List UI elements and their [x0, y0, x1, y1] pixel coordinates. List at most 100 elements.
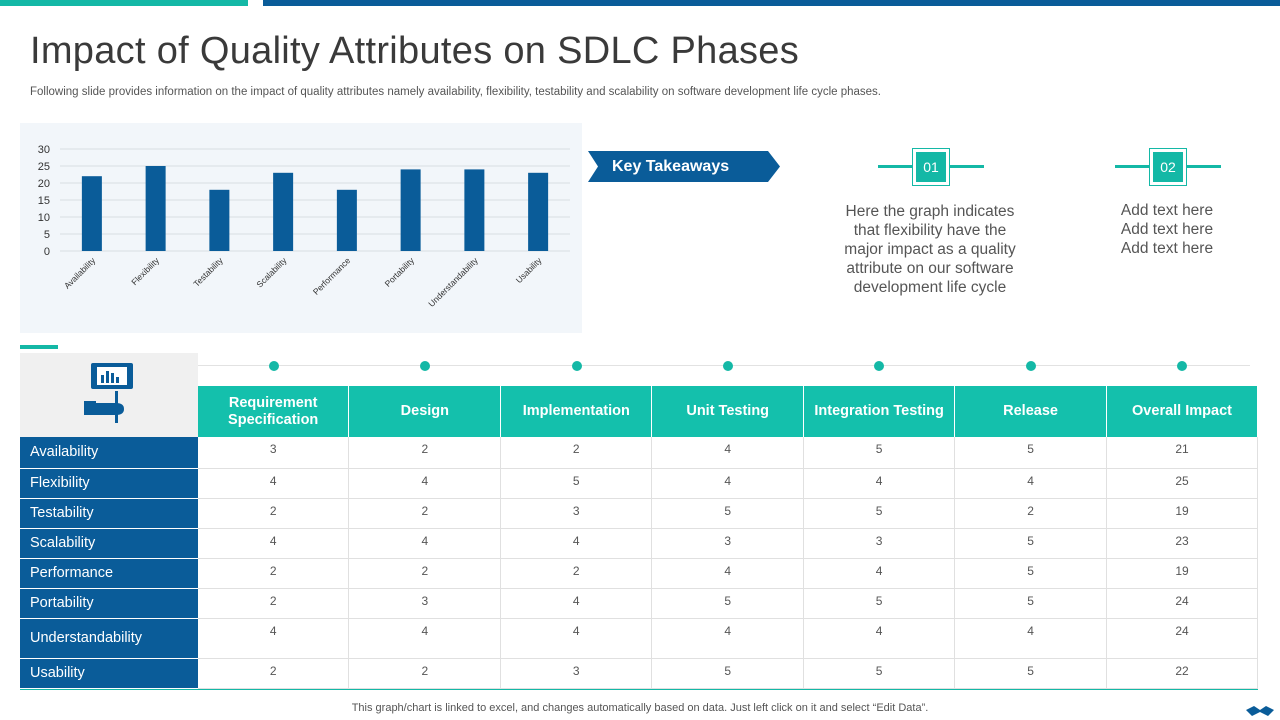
table-cell: 4	[197, 528, 350, 559]
footer-note: This graph/chart is linked to excel, and…	[351, 702, 929, 714]
table-cell: 5	[803, 658, 956, 689]
table-cell: 3	[348, 588, 502, 619]
row-label: Performance	[20, 558, 198, 589]
takeaway-step-2: 02	[1115, 148, 1221, 186]
x-tick-label: Scalability	[254, 255, 289, 290]
row-label: Usability	[20, 658, 198, 689]
page-subtitle: Following slide provides information on …	[30, 86, 881, 98]
bar	[81, 176, 102, 251]
bar	[209, 189, 230, 251]
header-overall-impact: Overall Impact	[1106, 386, 1258, 437]
table-cell: 25	[1106, 468, 1258, 499]
takeaway-text-1: Here the graph indicates that flexibilit…	[844, 203, 1016, 296]
table-cell: 24	[1106, 618, 1258, 659]
table-cell: 5	[954, 528, 1108, 559]
bar	[464, 169, 485, 251]
table-row: Portability 2 3 4 5 5 5 24	[20, 588, 1258, 619]
y-tick-label: 25	[38, 161, 50, 173]
table-cell: 3	[500, 658, 653, 689]
table-cell: 2	[197, 588, 350, 619]
row-label: Availability	[20, 437, 198, 469]
table-cell: 4	[348, 618, 502, 659]
table-cell: 19	[1106, 498, 1258, 529]
table-cell: 4	[954, 618, 1108, 659]
table-row: Scalability 4 4 4 3 3 5 23	[20, 528, 1258, 559]
hand-chart-icon	[84, 363, 133, 423]
row-label: Portability	[20, 588, 198, 619]
header-requirement-specification: Requirement Specification	[197, 386, 350, 437]
y-tick-label: 15	[38, 195, 50, 207]
table-cell: 5	[651, 658, 805, 689]
bar-chart-svg: 0 5 10 15 20 25 30 Availability Flexibility Testa…	[38, 144, 570, 309]
table-cell: 21	[1106, 437, 1258, 469]
x-tick-label: Testability	[191, 255, 225, 289]
table-corner	[20, 386, 198, 437]
table-cell: 5	[954, 658, 1108, 689]
page-title: Impact of Quality Attributes on SDLC Pha…	[30, 30, 800, 72]
table-cell: 4	[954, 468, 1108, 499]
key-takeaways-label: Key Takeaways	[612, 158, 730, 175]
takeaway-step-1: 01	[878, 148, 984, 186]
table-cell: 4	[348, 528, 502, 559]
table-cell: 2	[348, 558, 502, 589]
table-cell: 22	[1106, 658, 1258, 689]
y-tick-label: 20	[38, 178, 50, 190]
table-cell: 2	[954, 498, 1108, 529]
table-cell: 4	[651, 437, 805, 469]
table-cell: 4	[803, 468, 956, 499]
table-cell: 5	[651, 588, 805, 619]
table-cell: 3	[500, 498, 653, 529]
x-tick-label: Usability	[514, 255, 544, 285]
table-cell: 5	[954, 558, 1108, 589]
table-cell: 2	[348, 437, 502, 469]
table-corner-cell	[20, 353, 198, 437]
table-row: Testability 2 2 3 5 5 2 19	[20, 498, 1258, 529]
table-cell: 19	[1106, 558, 1258, 589]
top-accent-blue	[263, 0, 1280, 6]
table-cell: 2	[197, 658, 350, 689]
takeaway-text-2: Add text here Add text here Add text her…	[1120, 202, 1214, 257]
table-cell: 4	[197, 468, 350, 499]
header-integration-testing: Integration Testing	[803, 386, 956, 437]
bar	[145, 166, 166, 251]
x-tick-label: Performance	[311, 255, 353, 297]
top-accent-teal	[0, 0, 248, 6]
timeline-dot	[572, 361, 582, 371]
step-number-1: 01	[912, 148, 950, 186]
bar	[336, 189, 357, 251]
y-tick-label: 30	[38, 144, 50, 156]
row-label: Understandability	[20, 618, 198, 659]
table-cell: 5	[500, 468, 653, 499]
table-cell: 3	[197, 437, 350, 469]
bar	[400, 169, 421, 251]
timeline-dot	[1026, 361, 1036, 371]
table-cell: 2	[500, 558, 653, 589]
x-tick-label: Portability	[383, 255, 417, 289]
timeline-dot	[269, 361, 279, 371]
row-label: Flexibility	[20, 468, 198, 499]
bar	[273, 172, 294, 251]
bar-chart[interactable]: 0 5 10 15 20 25 30 Availability Flexibility Testa…	[20, 123, 582, 333]
table-row: Understandability 4 4 4 4 4 4 24	[20, 618, 1258, 659]
table-row: Usability 2 2 3 5 5 5 22	[20, 658, 1258, 689]
table-cell: 5	[954, 437, 1108, 469]
table-cell: 2	[197, 498, 350, 529]
table-cell: 2	[348, 498, 502, 529]
x-tick-label: Availability	[62, 255, 98, 291]
table-cell: 5	[954, 588, 1108, 619]
timeline-dot	[1177, 361, 1187, 371]
impact-table: Requirement Specification Design Impleme…	[20, 386, 1258, 689]
table-cell: 4	[803, 558, 956, 589]
x-tick-label: Understandability	[426, 255, 480, 309]
table-row: Performance 2 2 2 4 4 5 19	[20, 558, 1258, 589]
table-cell: 4	[651, 558, 805, 589]
table-cell: 4	[348, 468, 502, 499]
timeline-dot	[874, 361, 884, 371]
header-release: Release	[954, 386, 1108, 437]
table-cell: 24	[1106, 588, 1258, 619]
table-cell: 4	[651, 468, 805, 499]
table-cell: 3	[651, 528, 805, 559]
table-cell: 4	[197, 618, 350, 659]
timeline-dot	[723, 361, 733, 371]
